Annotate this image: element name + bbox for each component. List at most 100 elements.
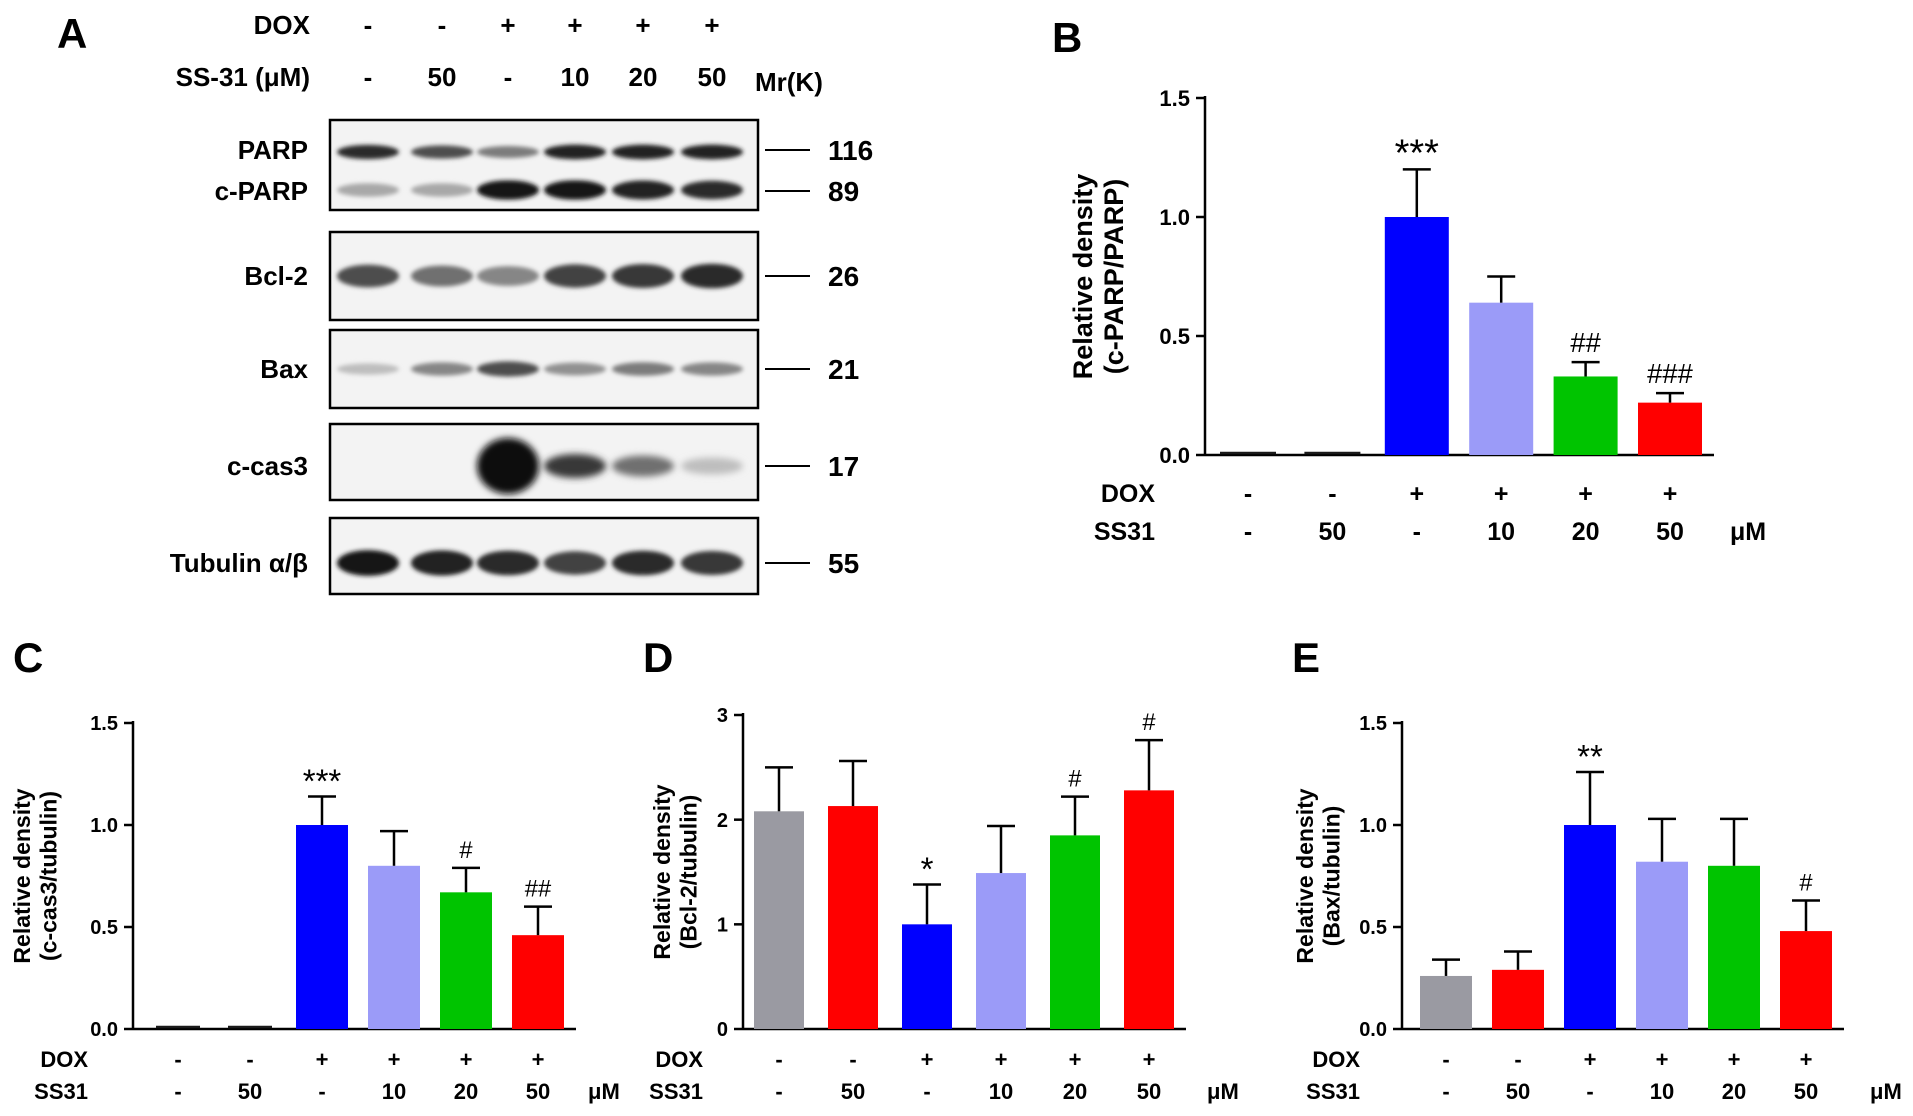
- ss31-value: -: [1244, 518, 1252, 546]
- blot-band-label: Tubulin α/β: [170, 548, 308, 578]
- bar: [1553, 376, 1618, 455]
- blot-dox-value: -: [438, 10, 447, 40]
- unit-label: μM: [1870, 1079, 1902, 1104]
- bar: [512, 935, 564, 1029]
- dox-value: +: [1663, 480, 1678, 508]
- significance-marker: #: [1799, 869, 1813, 896]
- dox-value: -: [849, 1047, 856, 1072]
- blot-band: [411, 145, 473, 159]
- y-tick-label: 1.0: [90, 815, 118, 837]
- blot-band-label: c-PARP: [215, 176, 308, 206]
- ss31-value: 50: [1137, 1079, 1161, 1104]
- blot-dox-value: +: [635, 10, 650, 40]
- dox-row-label: DOX: [40, 1047, 88, 1072]
- y-axis-label-line: (Bcl-2/tubulin): [675, 795, 701, 950]
- dox-row-label: DOX: [1312, 1047, 1360, 1072]
- bar: [1492, 969, 1544, 1029]
- blot-band: [612, 455, 674, 477]
- ss31-value: 50: [1506, 1079, 1530, 1104]
- dox-value: +: [388, 1047, 401, 1072]
- y-axis-label: Relative density(c-PARP/PARP): [1068, 174, 1129, 380]
- y-tick-label: 0.0: [90, 1019, 118, 1041]
- dox-value: -: [1328, 480, 1336, 508]
- blot-dox-value: +: [567, 10, 582, 40]
- significance-marker: **: [1577, 738, 1603, 775]
- chart-panel-b: 0.0 0.5 1.0 1.5 Relative density(c-PARP/PARP…: [1068, 86, 1766, 546]
- blot-band: [337, 264, 399, 288]
- blot-band: [337, 550, 399, 576]
- bar: [1638, 402, 1702, 455]
- blot-band: [477, 146, 539, 158]
- blot-band: [544, 144, 606, 160]
- blot-band: [477, 266, 539, 286]
- bar: [902, 924, 952, 1029]
- ss31-value: 10: [1487, 518, 1515, 546]
- blot-band: [544, 454, 606, 478]
- dox-value: -: [174, 1047, 181, 1072]
- blot-ss31-label: SS-31 (μM): [176, 62, 310, 92]
- blot-band: [544, 551, 606, 575]
- bar: [828, 806, 878, 1029]
- dox-value: +: [1143, 1047, 1156, 1072]
- blot-band: [612, 264, 674, 288]
- blot-ss31-row: - 50 - 10 20 50: [364, 62, 727, 92]
- significance-marker: *: [921, 851, 934, 888]
- dox-value: -: [1514, 1047, 1521, 1072]
- blot-ss31-value: 10: [561, 62, 590, 92]
- blot-band: [612, 180, 674, 200]
- blot-mr-value: 116: [828, 135, 873, 166]
- dox-value: +: [1584, 1047, 1597, 1072]
- ss31-value: 50: [238, 1079, 262, 1104]
- y-tick-label: 1: [717, 915, 728, 937]
- ss31-value: 20: [1722, 1079, 1746, 1104]
- y-tick-label: 0.5: [1159, 324, 1190, 349]
- blot-band-label: Bcl-2: [244, 261, 308, 291]
- y-tick-label: 1.5: [90, 713, 118, 735]
- blot-band: [411, 265, 473, 287]
- y-axis-label-line: Relative density: [1292, 788, 1318, 963]
- y-tick-label: 1.0: [1159, 205, 1190, 230]
- y-axis-label: Relative density(c-cas3/tubulin): [9, 788, 61, 963]
- y-tick-label: 2: [717, 810, 728, 832]
- blot-band: [544, 264, 606, 288]
- blot-band: [411, 183, 473, 197]
- blot-dox-row: - - + + + +: [364, 10, 720, 40]
- blot-band: [681, 144, 743, 160]
- ss31-value: 50: [1656, 518, 1684, 546]
- blot-band: [544, 180, 606, 200]
- bar: [1708, 865, 1760, 1029]
- blot-band: [612, 144, 674, 160]
- blot-band: [411, 550, 473, 576]
- bar: [1420, 975, 1472, 1029]
- bar: [1050, 835, 1100, 1029]
- chart-panel-e: 0.0 0.5 1.0 1.5 Relative density(Bax/tubulin…: [1292, 713, 1902, 1104]
- panel-letter-e: E: [1292, 634, 1320, 681]
- blot-band: [612, 550, 674, 576]
- blot-band-label: c-cas3: [227, 451, 308, 481]
- unit-label: μM: [1207, 1079, 1239, 1104]
- blot-membranes: PARP 116 c-PARP 89 Bcl-2 26 Bax 21 c-cas3 17 Tubul…: [170, 118, 873, 596]
- bar: [1636, 861, 1688, 1029]
- panel-letter-b: B: [1052, 14, 1082, 61]
- y-tick-label: 0.5: [1359, 917, 1387, 939]
- bar: [1124, 790, 1174, 1029]
- y-tick-label: 0: [717, 1019, 728, 1041]
- significance-marker: #: [459, 837, 473, 864]
- y-tick-label: 0.5: [90, 917, 118, 939]
- blot-dox-value: -: [364, 10, 373, 40]
- blot-band: [544, 362, 606, 376]
- bar: [754, 811, 804, 1029]
- blot-band: [681, 457, 743, 475]
- dox-value: -: [775, 1047, 782, 1072]
- blot-band: [681, 180, 743, 200]
- unit-label: μM: [588, 1079, 620, 1104]
- y-axis-label-line: (c-PARP/PARP): [1099, 179, 1129, 375]
- ss31-value: -: [318, 1079, 325, 1104]
- blot-mr-value: 21: [828, 354, 859, 385]
- y-axis-label-line: Relative density: [649, 784, 675, 959]
- bar: [1384, 217, 1449, 455]
- ss31-value: 50: [1794, 1079, 1818, 1104]
- bar: [296, 825, 348, 1029]
- significance-marker: #: [1068, 766, 1082, 793]
- blot-ss31-value: 50: [428, 62, 457, 92]
